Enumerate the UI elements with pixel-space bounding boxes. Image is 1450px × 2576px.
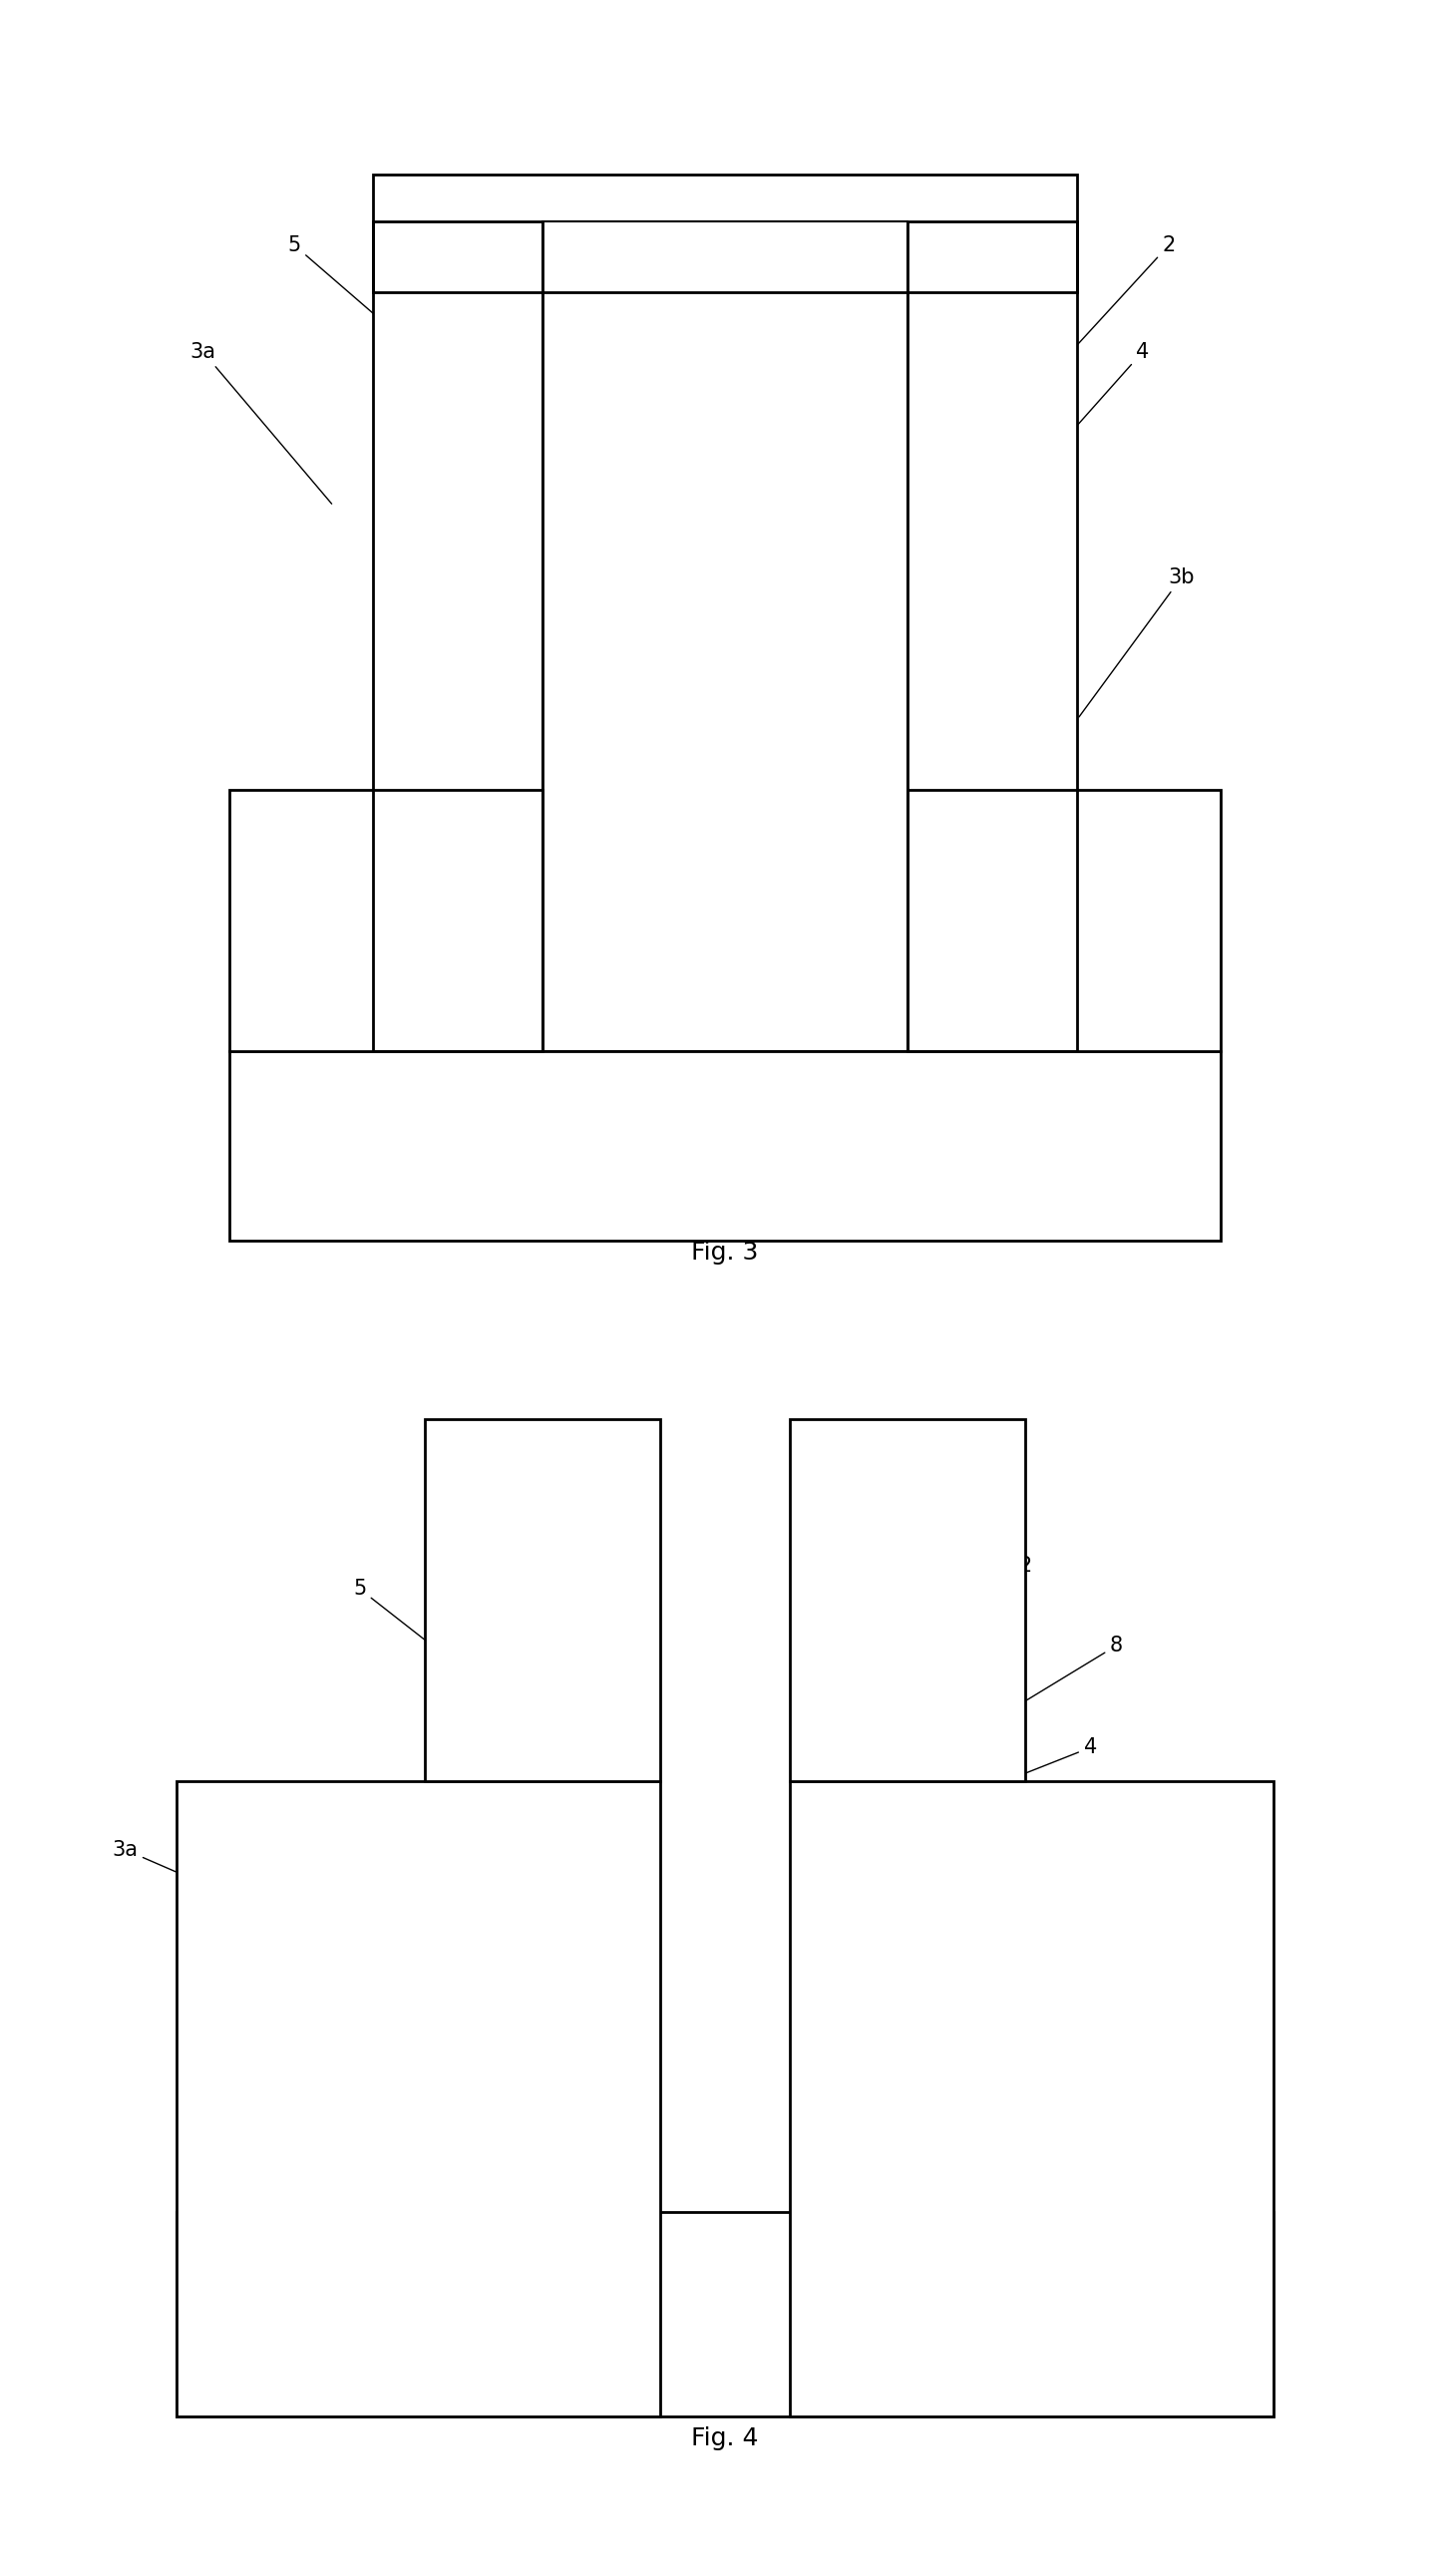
Bar <box>373 222 542 1051</box>
Bar <box>790 1783 863 2156</box>
Bar <box>177 1783 660 2416</box>
Bar <box>464 340 542 1051</box>
Bar <box>921 1783 1273 2156</box>
Bar <box>790 1419 1025 1783</box>
Bar <box>177 2213 1273 2416</box>
Bar <box>908 791 1221 837</box>
Bar <box>229 1051 1221 1242</box>
Bar <box>908 837 1221 886</box>
Bar <box>790 2200 1273 2257</box>
Text: 8: 8 <box>989 1636 1124 1723</box>
Bar <box>908 222 1077 1051</box>
Text: Fig. 4: Fig. 4 <box>692 2427 758 2450</box>
Text: 3b: 3b <box>1067 1862 1182 1950</box>
Bar <box>908 791 1221 1051</box>
Bar <box>863 1783 921 2156</box>
Text: 2: 2 <box>898 1556 1032 1656</box>
Bar <box>373 175 1077 294</box>
Text: 3a: 3a <box>112 1839 252 1906</box>
Bar <box>529 1783 602 2156</box>
Bar <box>464 222 986 294</box>
Bar <box>908 222 1077 1051</box>
Bar <box>177 1783 529 2156</box>
Bar <box>177 2156 660 2200</box>
Bar <box>177 2200 660 2257</box>
Bar <box>602 1783 660 2156</box>
Text: 4: 4 <box>1008 343 1150 505</box>
Text: 3a: 3a <box>190 343 332 505</box>
Bar <box>229 791 542 1051</box>
Text: 3b: 3b <box>1079 567 1195 716</box>
Text: 4: 4 <box>950 1739 1098 1803</box>
Bar <box>908 340 986 1051</box>
Bar <box>542 222 908 1051</box>
Bar <box>908 886 1221 1051</box>
Bar <box>373 175 1077 294</box>
Text: Fig. 3: Fig. 3 <box>692 1242 758 1265</box>
Bar <box>425 1419 660 1783</box>
Bar <box>542 103 908 1051</box>
Text: 2: 2 <box>1040 234 1176 386</box>
Bar <box>790 2257 1273 2416</box>
Bar <box>373 222 542 1051</box>
Bar <box>177 2257 660 2416</box>
Bar <box>229 791 542 837</box>
Text: 5: 5 <box>352 1579 487 1690</box>
Bar <box>790 2156 1273 2200</box>
Bar <box>790 1783 1273 2416</box>
Bar <box>229 886 542 1051</box>
Text: 5: 5 <box>287 234 429 361</box>
Bar <box>229 837 542 886</box>
